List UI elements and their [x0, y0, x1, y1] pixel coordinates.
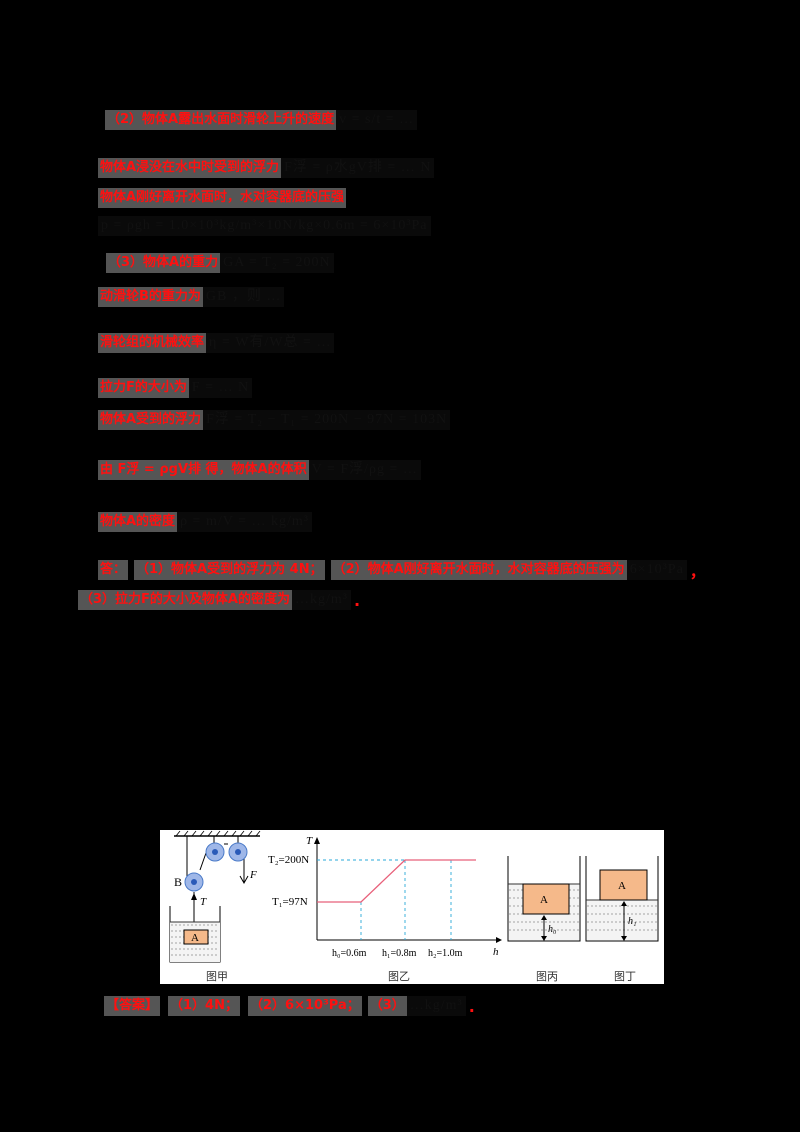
svg-text:A: A: [191, 932, 199, 944]
block-a: [522, 883, 570, 915]
panel-ding: A h₁ 图丁: [585, 856, 659, 983]
svg-text:h₁: h₁: [628, 916, 636, 927]
svg-text:h₂=1.0m: h₂=1.0m: [428, 948, 463, 959]
solution-label: （2）物体A露出水面时滑轮上升的速度: [105, 110, 337, 130]
solution-formula: p = ρgh = 1.0×10³kg/m³×10N/kg×0.6m = 6×1…: [98, 216, 431, 236]
answer-value-3: …kg/m³: [292, 590, 351, 610]
answer-1: （1）4N；: [168, 996, 240, 1016]
answer-part-3: （3）拉力F的大小及物体A的密度为: [78, 590, 292, 610]
answer-label: 【答案】: [104, 996, 161, 1016]
svg-text:h₁=0.8m: h₁=0.8m: [382, 948, 417, 959]
answer-summary-line-2: （3）拉力F的大小及物体A的密度为 …kg/m³ .: [78, 590, 360, 610]
solution-line-5: （3）物体A的重力 GA = T₂ = 200N: [106, 253, 334, 273]
solution-line-11: 物体A的密度 ρ = m/V = … kg/m³: [98, 512, 312, 532]
answer-3: （3）: [367, 996, 407, 1016]
svg-text:A: A: [618, 880, 626, 892]
svg-text:h₀: h₀: [548, 924, 557, 935]
answer-3-value: …kg/m³: [406, 996, 466, 1016]
panel-jia: B F T A 图甲: [169, 830, 261, 983]
solution-label: （3）物体A的重力: [106, 253, 221, 273]
solution-line-4: p = ρgh = 1.0×10³kg/m³×10N/kg×0.6m = 6×1…: [98, 216, 431, 236]
solution-formula: F浮 = ρ水gV排 = … N: [281, 158, 435, 178]
solution-label: 动滑轮B的重力为: [98, 287, 203, 307]
solution-label: 由 F浮 = ρgV排 得，物体A的体积: [98, 460, 309, 480]
svg-text:T: T: [306, 835, 313, 847]
solution-label: 物体A浸没在水中时受到的浮力: [98, 158, 282, 178]
solution-formula: GA = T₂ = 200N: [220, 253, 334, 273]
solution-label: 物体A刚好离开水面时，水对容器底的压强: [98, 188, 347, 208]
svg-text:h: h: [493, 946, 499, 958]
answer-summary-line-1: 答： （1）物体A受到的浮力为 4N； （2）物体A刚好离开水面时，水对容器底的…: [98, 558, 706, 582]
svg-text:T₁=97N: T₁=97N: [272, 896, 308, 908]
solution-formula: η = W有/W总 = …: [206, 333, 335, 353]
solution-formula: ρ = m/V = … kg/m³: [177, 512, 312, 532]
block-a: [183, 929, 209, 945]
solution-line-2: 物体A浸没在水中时受到的浮力 F浮 = ρ水gV排 = … N: [98, 158, 435, 178]
panel-yi-chart: T h T₂=200N T₁=97N h₀=0.6m h₁=0.8m h₂=1.…: [268, 835, 502, 983]
svg-text:图甲: 图甲: [206, 970, 228, 983]
svg-text:B: B: [174, 875, 182, 889]
answer-prefix: 答：: [98, 560, 129, 580]
solution-line-7: 滑轮组的机械效率 η = W有/W总 = …: [98, 333, 335, 353]
solution-formula: v = s/t = …: [336, 110, 418, 130]
answer-part-2: （2）物体A刚好离开水面时，水对容器底的压强为: [330, 560, 627, 580]
punctuation: .: [468, 996, 475, 1016]
solution-line-10: 由 F浮 = ρgV排 得，物体A的体积 V = F浮/ρg = …: [98, 460, 421, 480]
solution-line-1: （2）物体A露出水面时滑轮上升的速度 v = s/t = …: [105, 110, 418, 130]
svg-text:A: A: [540, 894, 548, 906]
svg-text:图丙: 图丙: [536, 970, 558, 983]
tension-curve: [317, 859, 476, 903]
answer-line: 【答案】 （1）4N； （2）6×10³Pa； （3） …kg/m³ .: [104, 996, 475, 1016]
svg-text:图乙: 图乙: [388, 970, 410, 983]
svg-text:T: T: [200, 896, 207, 908]
solution-label: 物体A的密度: [98, 512, 178, 532]
solution-line-9: 物体A受到的浮力 F浮 = T₂ − T₁ = 200N − 97N = 103…: [98, 410, 451, 430]
punctuation: ，: [689, 562, 706, 581]
solution-line-3: 物体A刚好离开水面时，水对容器底的压强: [98, 188, 347, 208]
svg-text:F: F: [249, 869, 257, 881]
solution-label: 滑轮组的机械效率: [98, 333, 207, 353]
solution-line-8: 拉力F的大小为 F = … N: [98, 378, 253, 398]
solution-label: 物体A受到的浮力: [98, 410, 204, 430]
answer-2: （2）6×10³Pa；: [248, 996, 362, 1016]
solution-formula: F浮 = T₂ − T₁ = 200N − 97N = 103N: [203, 410, 451, 430]
solution-formula: GB ，则 …: [202, 287, 285, 307]
solution-line-6: 动滑轮B的重力为 GB ，则 …: [98, 287, 285, 307]
svg-text:T₂=200N: T₂=200N: [268, 854, 309, 866]
panel-bing: A h₀ 图丙: [507, 856, 581, 983]
svg-text:图丁: 图丁: [614, 970, 636, 983]
physics-figure: B F T A 图甲 T h: [160, 830, 664, 984]
answer-value-2: 6×10³Pa: [626, 560, 687, 580]
solution-formula: F = … N: [188, 378, 253, 398]
answer-part-1: （1）物体A受到的浮力为 4N；: [134, 560, 325, 580]
block-a: [599, 869, 648, 901]
solution-label: 拉力F的大小为: [98, 378, 189, 398]
solution-formula: V = F浮/ρg = …: [308, 460, 421, 480]
punctuation: .: [353, 590, 361, 610]
svg-text:h₀=0.6m: h₀=0.6m: [332, 948, 367, 959]
